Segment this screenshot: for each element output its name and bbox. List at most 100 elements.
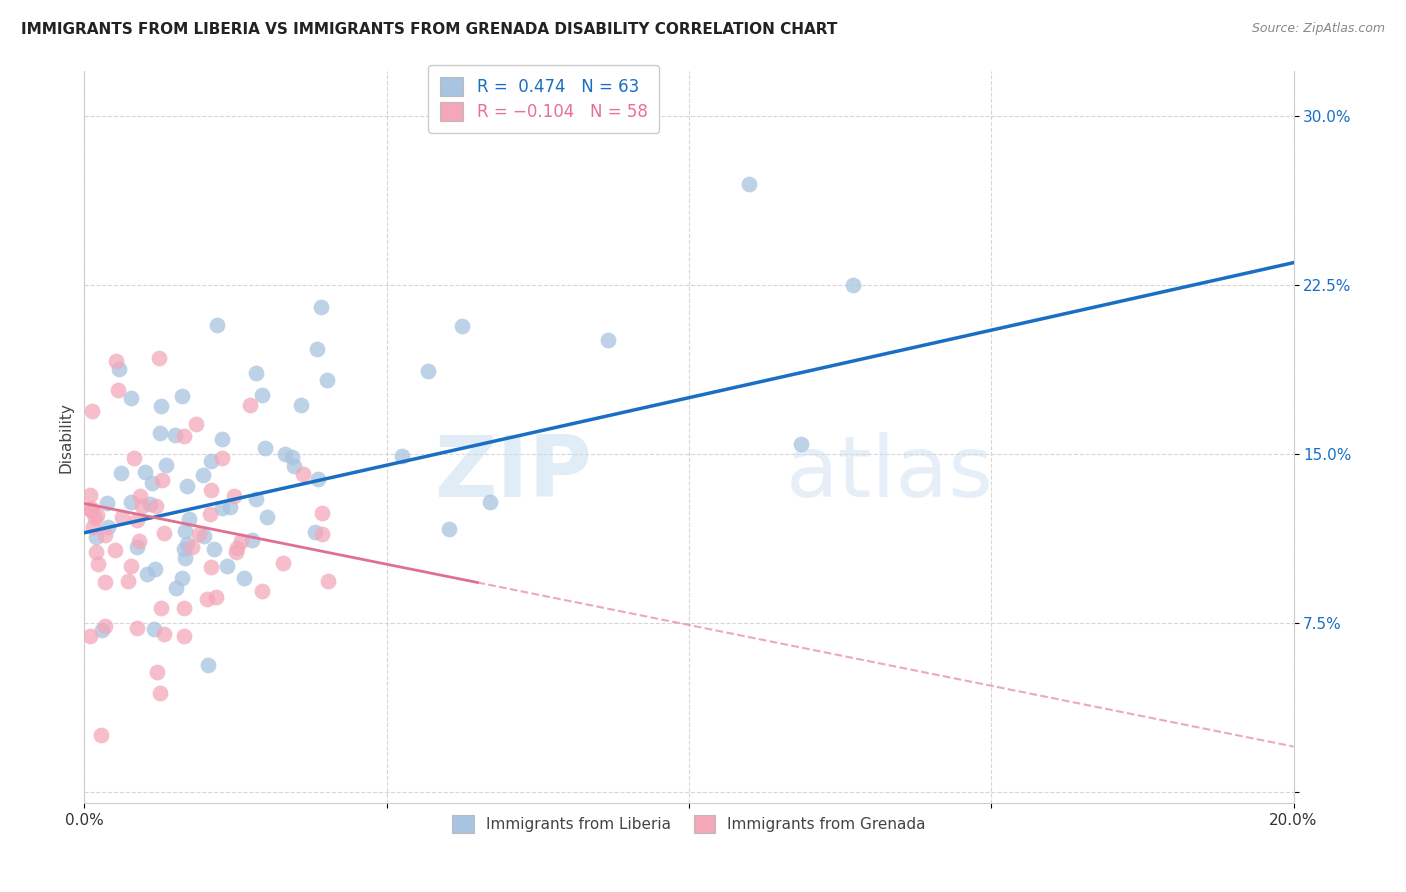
Point [271, 556, 294, 570]
Point [125, 513, 148, 527]
Point [256, 510, 278, 524]
Point [149, 686, 172, 700]
Point [200, 483, 222, 497]
Point [200, 508, 222, 522]
Point [283, 459, 305, 474]
Point [204, 591, 226, 605]
Point [149, 399, 172, 413]
Point [82, 501, 104, 516]
Y-axis label: Disability: Disability [58, 401, 73, 473]
Point [309, 300, 332, 314]
Point [96, 496, 118, 510]
Point [90, 624, 112, 638]
Point [188, 526, 211, 541]
Point [142, 623, 165, 637]
Point [596, 334, 619, 348]
Point [94, 528, 117, 542]
Point [193, 528, 215, 542]
Point [84, 545, 107, 559]
Point [738, 177, 761, 191]
Point [197, 658, 219, 673]
Text: IMMIGRANTS FROM LIBERIA VS IMMIGRANTS FROM GRENADA DISABILITY CORRELATION CHART: IMMIGRANTS FROM LIBERIA VS IMMIGRANTS FR… [21, 22, 838, 37]
Point [240, 533, 263, 547]
Point [172, 389, 194, 403]
Point [233, 571, 256, 585]
Legend: Immigrants from Liberia, Immigrants from Grenada: Immigrants from Liberia, Immigrants from… [446, 809, 932, 839]
Point [174, 524, 197, 539]
Point [84, 511, 107, 525]
Point [150, 474, 173, 488]
Point [120, 559, 142, 574]
Point [207, 318, 229, 332]
Point [120, 392, 142, 406]
Text: atlas: atlas [786, 432, 994, 516]
Point [149, 601, 172, 615]
Point [842, 278, 865, 293]
Point [124, 451, 146, 466]
Point [134, 465, 156, 479]
Point [125, 621, 148, 635]
Text: ZIP: ZIP [434, 432, 592, 516]
Point [79, 629, 101, 643]
Point [94, 619, 117, 633]
Point [274, 447, 297, 461]
Point [307, 472, 329, 486]
Point [139, 497, 162, 511]
Point [250, 388, 273, 402]
Point [170, 571, 193, 585]
Point [97, 520, 120, 534]
Point [790, 436, 813, 450]
Point [79, 502, 101, 516]
Point [218, 500, 240, 515]
Point [152, 526, 174, 541]
Point [186, 417, 208, 432]
Point [176, 537, 198, 551]
Point [439, 522, 461, 536]
Point [222, 489, 245, 503]
Point [211, 450, 233, 465]
Point [311, 527, 333, 541]
Point [176, 479, 198, 493]
Point [94, 575, 117, 590]
Point [84, 531, 107, 545]
Point [305, 342, 328, 356]
Point [391, 449, 413, 463]
Point [200, 454, 222, 468]
Point [479, 494, 502, 508]
Point [110, 466, 132, 480]
Point [211, 432, 233, 446]
Point [163, 427, 186, 442]
Point [149, 425, 172, 440]
Point [128, 489, 150, 503]
Point [193, 467, 215, 482]
Point [290, 398, 312, 412]
Point [155, 458, 177, 472]
Point [181, 540, 204, 554]
Point [87, 557, 110, 571]
Point [82, 404, 104, 418]
Point [226, 541, 249, 555]
Point [281, 450, 304, 464]
Point [217, 559, 239, 574]
Point [111, 510, 134, 524]
Point [146, 665, 169, 679]
Point [141, 476, 163, 491]
Point [173, 542, 195, 557]
Point [104, 542, 127, 557]
Point [120, 495, 142, 509]
Point [291, 467, 314, 481]
Point [165, 581, 187, 595]
Point [79, 488, 101, 502]
Point [136, 567, 159, 582]
Point [252, 584, 274, 599]
Point [82, 520, 104, 534]
Text: Source: ZipAtlas.com: Source: ZipAtlas.com [1251, 22, 1385, 36]
Point [245, 491, 267, 506]
Point [311, 506, 333, 520]
Point [148, 351, 170, 365]
Point [145, 499, 167, 513]
Point [173, 428, 195, 442]
Point [304, 524, 326, 539]
Point [200, 559, 222, 574]
Point [239, 398, 262, 412]
